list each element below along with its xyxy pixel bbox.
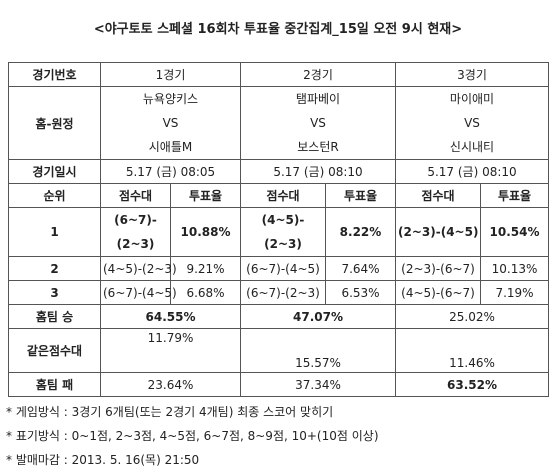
away-team: 보스턴R bbox=[297, 140, 339, 154]
row-label: 경기번호 bbox=[8, 62, 101, 87]
row-label: 홈팀 승 bbox=[8, 304, 101, 329]
home-team: 마이애미 bbox=[449, 92, 495, 106]
score-range-text: (4~5)-(2~3) bbox=[261, 213, 305, 251]
column-header: 투표율 bbox=[170, 183, 241, 208]
vote-rate: 7.64% bbox=[325, 256, 396, 281]
vote-rate: 10.88% bbox=[170, 207, 241, 257]
note: * 게임방식 : 3경기 6개팀(또는 2경기 4개팀) 최종 스코어 맞히기 bbox=[6, 405, 334, 419]
row-label: 홈-원정 bbox=[8, 86, 101, 160]
column-header: 점수대 bbox=[395, 183, 481, 208]
teams: 마이애미 VS 신시내티 bbox=[395, 86, 549, 160]
row-label: 경기일시 bbox=[8, 159, 101, 184]
row-label: 같은점수대 bbox=[8, 328, 101, 373]
column-header: 점수대 bbox=[240, 183, 326, 208]
score-range: (2~3)-(6~7) bbox=[395, 256, 481, 281]
vote-rate: 6.68% bbox=[170, 280, 241, 305]
game-number: 3경기 bbox=[395, 62, 549, 87]
score-range: (4~5)-(6~7) bbox=[395, 280, 481, 305]
game-date: 5.17 (금) 08:10 bbox=[395, 159, 549, 184]
score-range: (6~7)-(4~5) bbox=[100, 280, 177, 305]
teams: 탬파베이 VS 보스턴R bbox=[240, 86, 396, 160]
column-header: 점수대 bbox=[100, 183, 171, 208]
notes: * 게임방식 : 3경기 6개팀(또는 2경기 4개팀) 최종 스코어 맞히기 … bbox=[6, 400, 379, 472]
game-number: 1경기 bbox=[100, 62, 241, 87]
away-team: 신시내티 bbox=[449, 140, 495, 154]
result-rate: 15.57% bbox=[240, 328, 396, 373]
vote-rate: 8.22% bbox=[325, 207, 396, 257]
row-label: 홈팀 패 bbox=[8, 372, 101, 397]
result-rate: 47.07% bbox=[240, 304, 396, 329]
game-date: 5.17 (금) 08:10 bbox=[240, 159, 396, 184]
home-team: 탬파베이 bbox=[295, 92, 341, 106]
score-range: (2~3)-(4~5) bbox=[395, 207, 481, 257]
vote-rate: 7.19% bbox=[480, 280, 549, 305]
result-rate: 11.79% bbox=[100, 328, 241, 373]
vote-rate: 10.13% bbox=[480, 256, 549, 281]
result-rate: 64.55% bbox=[100, 304, 241, 329]
rank: 1 bbox=[8, 207, 101, 257]
rank: 3 bbox=[8, 280, 101, 305]
result-rate: 25.02% bbox=[395, 304, 549, 329]
column-header: 투표율 bbox=[480, 183, 549, 208]
result-rate: 63.52% bbox=[395, 372, 549, 397]
game-number: 2경기 bbox=[240, 62, 396, 87]
vote-rate: 9.21% bbox=[170, 256, 241, 281]
title: <야구토토 스페셜 16회차 투표율 중간집계_15일 오전 9시 현재> bbox=[93, 22, 463, 37]
game-date: 5.17 (금) 08:05 bbox=[100, 159, 241, 184]
away-team: 시애틀M bbox=[148, 140, 193, 154]
vs: VS bbox=[464, 116, 480, 130]
rank: 2 bbox=[8, 256, 101, 281]
home-team: 뉴욕양키스 bbox=[142, 92, 199, 106]
score-range: (6~7)-(4~5) bbox=[240, 256, 326, 281]
result-rate: 37.34% bbox=[240, 372, 396, 397]
vote-rate: 10.54% bbox=[480, 207, 549, 257]
score-range: (4~5)-(2~3) bbox=[240, 207, 326, 257]
score-range: (6~7)-(2~3) bbox=[100, 207, 171, 257]
note: * 발매마감 : 2013. 5. 16(목) 21:50 bbox=[6, 453, 200, 467]
result-rate: 23.64% bbox=[100, 372, 241, 397]
note: * 표기방식 : 0~1점, 2~3점, 4~5점, 6~7점, 8~9점, 1… bbox=[6, 429, 379, 443]
row-label: 순위 bbox=[8, 183, 101, 208]
vote-table: 경기번호 1경기 2경기 3경기 홈-원정 뉴욕양키스 VS 시애틀M 탬파베이 VS… bbox=[8, 62, 549, 397]
vote-rate: 6.53% bbox=[325, 280, 396, 305]
vs: VS bbox=[162, 116, 179, 130]
score-range: (6~7)-(2~3) bbox=[240, 280, 326, 305]
teams: 뉴욕양키스 VS 시애틀M bbox=[100, 86, 241, 160]
score-range-text: (6~7)-(2~3) bbox=[114, 213, 157, 251]
score-range: (4~5)-(2~3) bbox=[100, 256, 177, 281]
vs: VS bbox=[310, 116, 326, 130]
result-rate: 11.46% bbox=[395, 328, 549, 373]
column-header: 투표율 bbox=[325, 183, 396, 208]
